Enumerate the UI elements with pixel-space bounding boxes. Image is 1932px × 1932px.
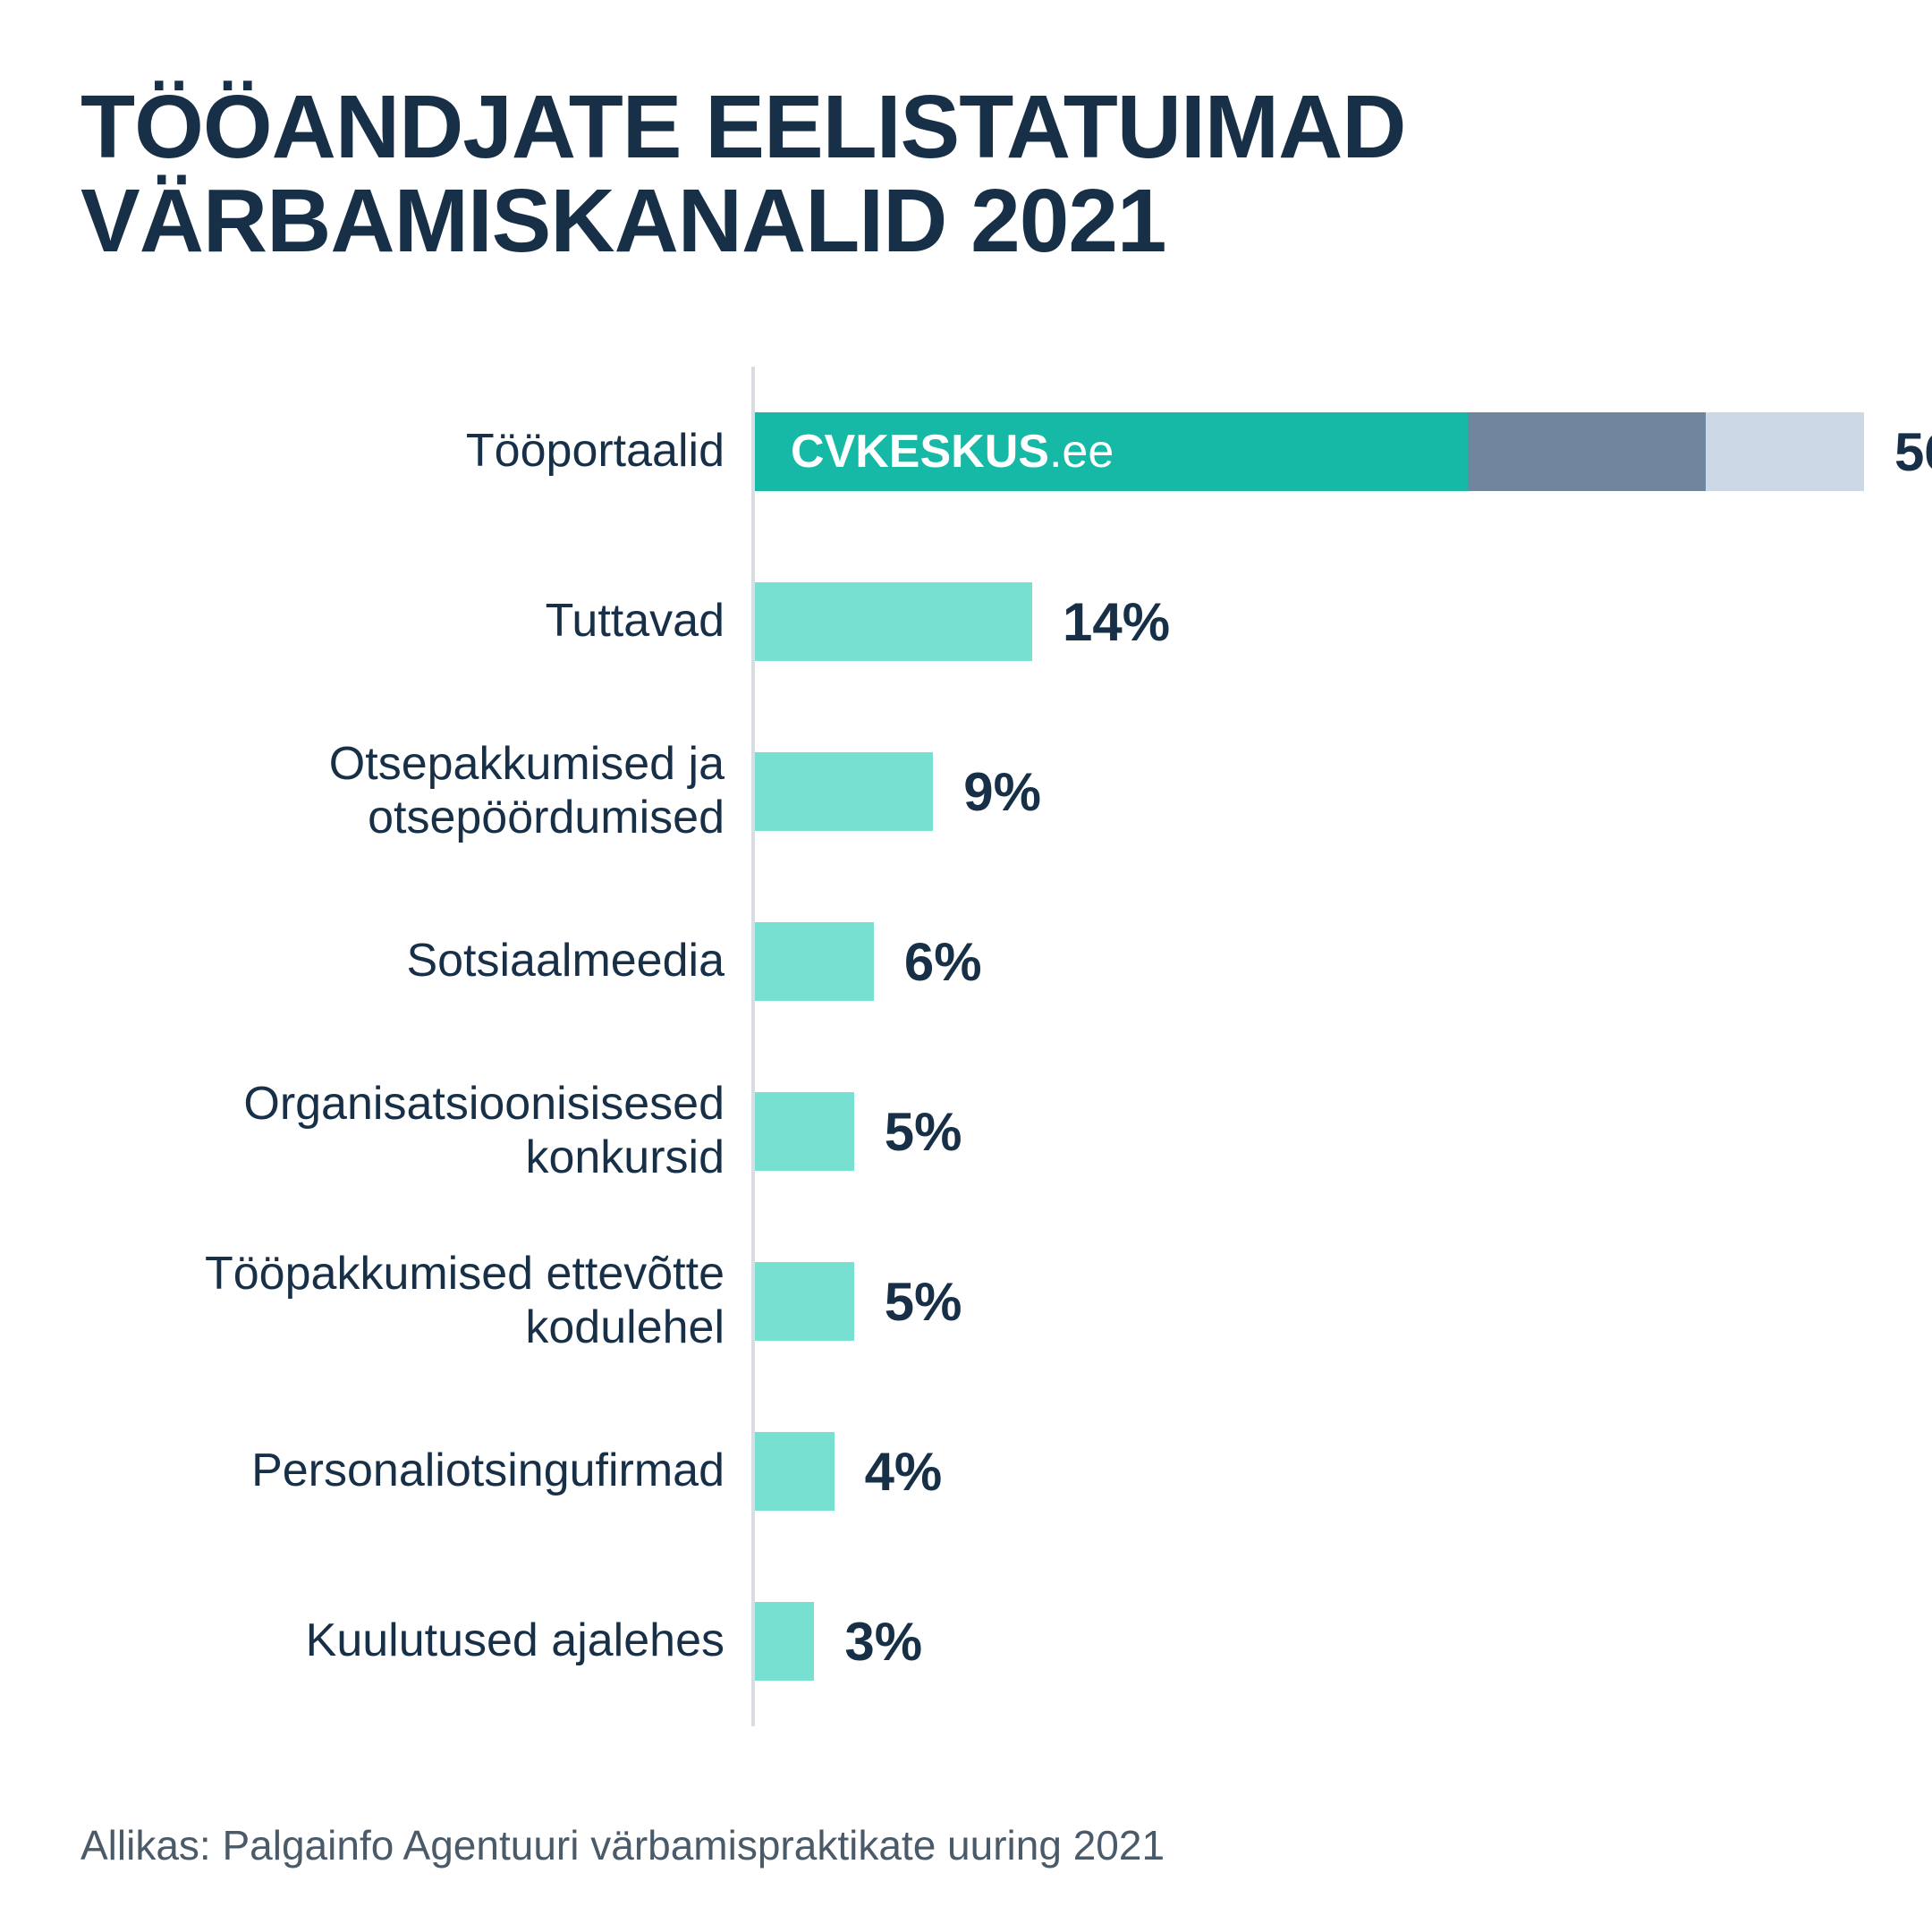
chart-row: Kuulutused ajalehes 3% <box>80 1556 1852 1726</box>
row-value: 3% <box>844 1611 922 1673</box>
row-label: Tööportaalid <box>80 367 751 537</box>
bar-track <box>755 1602 814 1681</box>
chart-title-line1: TÖÖANDJATE EELISTATUIMAD <box>80 80 1852 174</box>
bar-track <box>755 1092 854 1171</box>
row-label: Tööpakkumised ettevõttekodulehel <box>80 1216 751 1386</box>
row-bar-cell: 5% <box>751 1046 1852 1216</box>
row-bar-cell: 9% <box>751 707 1852 877</box>
row-bar-cell: 14% <box>751 537 1852 707</box>
chart-row: TööportaalidCVKESKUS.ee56% <box>80 367 1852 537</box>
bar-track <box>755 1262 854 1341</box>
row-value: 9% <box>963 761 1041 823</box>
row-label: Tuttavad <box>80 537 751 707</box>
row-bar-cell: 5% <box>751 1216 1852 1386</box>
chart-row: Sotsiaalmeedia 6% <box>80 877 1852 1046</box>
row-value: 14% <box>1063 591 1170 653</box>
bar-track <box>755 752 933 831</box>
chart-title-line2: VÄRBAMISKANALID 2021 <box>80 174 1852 268</box>
row-value: 56% <box>1894 421 1932 483</box>
bar-segment <box>755 1602 814 1681</box>
bar-track: CVKESKUS.ee <box>755 412 1864 491</box>
row-label: Otsepakkumised jaotsepöördumised <box>80 707 751 877</box>
bar-segment <box>755 1262 854 1341</box>
row-value: 6% <box>904 931 982 993</box>
chart-row: Tuttavad 14% <box>80 537 1852 707</box>
bar-track <box>755 1432 835 1511</box>
row-bar-cell: 4% <box>751 1386 1852 1556</box>
chart-row: Personaliotsingufirmad 4% <box>80 1386 1852 1556</box>
bar-segment <box>755 922 874 1001</box>
bar-segment <box>1468 412 1706 491</box>
chart-row: Otsepakkumised jaotsepöördumised 9% <box>80 707 1852 877</box>
row-value: 5% <box>885 1271 962 1333</box>
bar-segment <box>755 582 1032 661</box>
chart-row: Tööpakkumised ettevõttekodulehel 5% <box>80 1216 1852 1386</box>
bar-track <box>755 582 1032 661</box>
row-value: 4% <box>865 1441 943 1503</box>
chart-title: TÖÖANDJATE EELISTATUIMAD VÄRBAMISKANALID… <box>80 80 1852 268</box>
row-label: Personaliotsingufirmad <box>80 1386 751 1556</box>
chart-row: Organisatsioonisisesed konkursid 5% <box>80 1046 1852 1216</box>
bar-segment: CVKESKUS.ee <box>755 412 1468 491</box>
bar-track <box>755 922 874 1001</box>
brand-label: CVKESKUS.ee <box>755 425 1114 479</box>
bar-segment <box>755 1432 835 1511</box>
bar-chart: TööportaalidCVKESKUS.ee56%Tuttavad 14% Ots… <box>80 367 1852 1726</box>
row-value: 5% <box>885 1101 962 1163</box>
bar-segment <box>755 1092 854 1171</box>
row-bar-cell: 6% <box>751 877 1852 1046</box>
page: TÖÖANDJATE EELISTATUIMAD VÄRBAMISKANALID… <box>0 0 1932 1932</box>
row-bar-cell: CVKESKUS.ee 56% <box>751 367 1932 537</box>
row-bar-cell: 3% <box>751 1556 1852 1726</box>
row-label: Organisatsioonisisesed konkursid <box>80 1046 751 1216</box>
source-text: Allikas: Palgainfo Agentuuri värbamispra… <box>80 1821 1165 1869</box>
bar-segment <box>755 752 933 831</box>
bar-segment <box>1706 412 1864 491</box>
row-label: Kuulutused ajalehes <box>80 1556 751 1726</box>
row-label: Sotsiaalmeedia <box>80 877 751 1046</box>
